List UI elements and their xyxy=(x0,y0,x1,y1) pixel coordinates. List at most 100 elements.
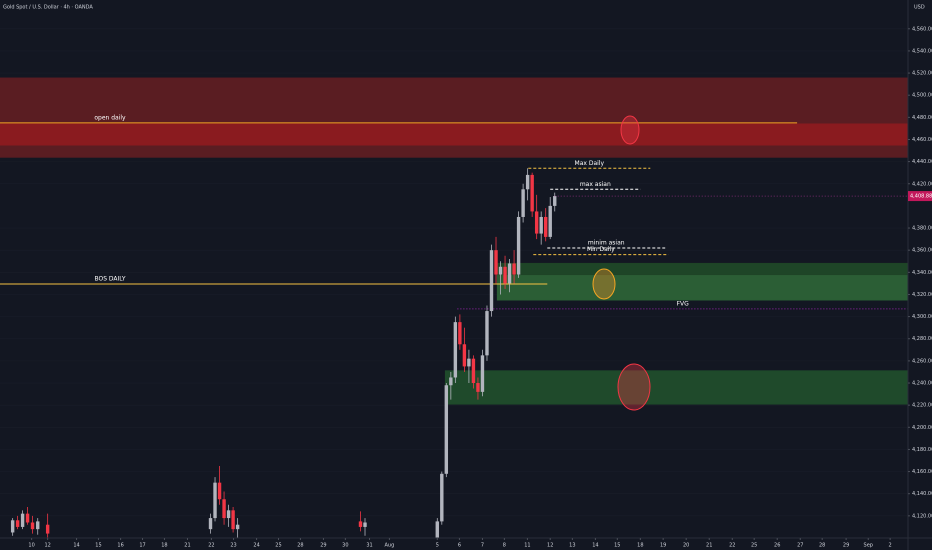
x-tick-label: 13 xyxy=(569,543,575,549)
candle-body xyxy=(449,377,453,386)
y-tick-label: 4,220.00 xyxy=(912,403,932,409)
candle-body xyxy=(213,482,217,519)
level-label: minim asian xyxy=(588,239,625,246)
x-tick-label: 5 xyxy=(436,543,439,549)
level-label: Max Daily xyxy=(575,160,605,167)
y-tick-label: 4,280.00 xyxy=(912,336,932,342)
candle-body xyxy=(480,355,485,392)
candle-body xyxy=(489,250,494,312)
y-tick-label: 4,160.00 xyxy=(912,469,932,475)
zone xyxy=(444,370,908,405)
x-tick-label: Aug xyxy=(385,543,395,549)
candle-body xyxy=(453,322,458,378)
candle-body xyxy=(507,263,512,284)
x-tick-label: 29 xyxy=(320,543,326,549)
candle-body xyxy=(494,250,498,275)
x-tick-label: 29 xyxy=(843,543,849,549)
y-tick-label: 4,560.00 xyxy=(912,26,932,32)
x-tick-label: 28 xyxy=(819,543,825,549)
candle-body xyxy=(235,524,240,530)
x-tick-label: 12 xyxy=(547,543,553,549)
y-tick-label: 4,300.00 xyxy=(912,314,932,320)
x-tick-label: 14 xyxy=(73,543,79,549)
y-tick-label: 4,360.00 xyxy=(912,248,932,254)
y-tick-label: 4,380.00 xyxy=(912,226,932,232)
candle-body xyxy=(444,385,449,474)
candle-body xyxy=(512,263,516,275)
x-tick-label: 15 xyxy=(95,543,101,549)
x-tick-label: 24 xyxy=(253,543,259,549)
chart-title: Gold Spot / U.S. Dollar · 4h · OANDA xyxy=(3,5,93,11)
x-tick-label: Sep xyxy=(864,543,873,549)
levels: open daily BOS DAILY Max Daily max asian min… xyxy=(0,114,908,310)
candle-body xyxy=(363,522,367,527)
y-tick-label: 4,420.00 xyxy=(912,181,932,187)
candle-body xyxy=(440,473,444,522)
x-tick-label: 15 xyxy=(614,543,620,549)
candle-body xyxy=(20,513,25,527)
last-price-label: 4,408.88 xyxy=(910,194,932,200)
y-tick-label: 4,320.00 xyxy=(912,292,932,298)
candle-body xyxy=(217,482,222,500)
x-tick-label: 30 xyxy=(342,543,348,549)
x-tick-label: 28 xyxy=(297,543,303,549)
y-tick-label: 4,520.00 xyxy=(912,71,932,77)
y-tick-label: 4,540.00 xyxy=(912,48,932,54)
y-tick-label: 4,120.00 xyxy=(912,513,932,519)
candle-body xyxy=(226,510,231,519)
x-tick-label: 31 xyxy=(366,543,372,549)
candle-body xyxy=(521,189,525,217)
zones xyxy=(0,77,908,405)
x-tick-label: 25 xyxy=(751,543,757,549)
level-label: max asian xyxy=(580,181,611,188)
y-tick-label: 4,500.00 xyxy=(912,93,932,99)
candle-body xyxy=(530,174,534,212)
candle-body xyxy=(498,266,503,275)
candle-body xyxy=(548,205,552,237)
x-tick-label: 16 xyxy=(117,543,123,549)
candle-body xyxy=(544,216,548,237)
candle-body xyxy=(36,521,40,530)
x-tick-label: 18 xyxy=(637,543,643,549)
zone xyxy=(0,123,908,146)
x-tick-label: 12 xyxy=(44,543,50,549)
y-tick-label: 4,440.00 xyxy=(912,159,932,165)
y-tick-label: 4,340.00 xyxy=(912,270,932,276)
candle-body xyxy=(553,196,557,206)
candle-body xyxy=(539,216,543,234)
candle-body xyxy=(15,520,20,527)
candle-body xyxy=(485,311,489,356)
x-tick-label: 19 xyxy=(660,543,666,549)
x-tick-label: 17 xyxy=(139,543,145,549)
last-price-tag xyxy=(908,191,932,202)
candles xyxy=(10,168,557,538)
highlight-ellipse xyxy=(620,115,640,145)
x-tick-label: 22 xyxy=(208,543,214,549)
candle-body xyxy=(45,524,50,534)
x-tick-label: 2 xyxy=(889,543,892,549)
candle-body xyxy=(231,510,235,530)
candle-body xyxy=(534,211,539,234)
y-tick-label: 4,200.00 xyxy=(912,425,932,431)
y-tick-label: 4,180.00 xyxy=(912,447,932,453)
level-label: BOS DAILY xyxy=(94,275,125,282)
x-tick-label: 11 xyxy=(524,543,530,549)
y-tick-label: 4,240.00 xyxy=(912,381,932,387)
candle-body xyxy=(435,521,439,538)
x-tick-label: 21 xyxy=(706,543,712,549)
candle-body xyxy=(503,266,507,284)
y-tick-label: 4,260.00 xyxy=(912,358,932,364)
x-tick-label: 27 xyxy=(797,543,803,549)
axes: 4,560.00 4,540.00 4,520.00 4,500.00 4,480.00… xyxy=(28,26,932,549)
candle-body xyxy=(208,518,213,530)
candle-body xyxy=(525,174,530,190)
candle-body xyxy=(358,521,363,527)
x-tick-label: 8 xyxy=(503,543,506,549)
candle-body xyxy=(30,522,35,530)
x-tick-label: 10 xyxy=(28,543,34,549)
x-tick-label: 7 xyxy=(481,543,484,549)
candle-body xyxy=(476,383,480,392)
x-tick-label: 25 xyxy=(275,543,281,549)
y-tick-label: 4,460.00 xyxy=(912,137,932,143)
